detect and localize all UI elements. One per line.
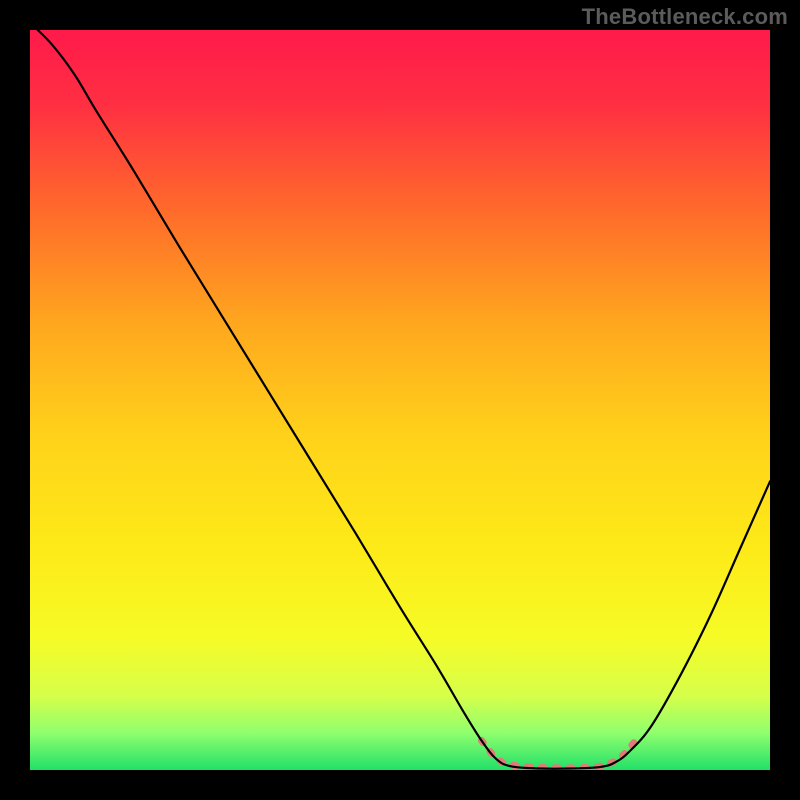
chart-svg: [30, 30, 770, 770]
bottleneck-chart: [30, 30, 770, 770]
attribution-text: TheBottleneck.com: [582, 4, 788, 30]
chart-background: [30, 30, 770, 770]
